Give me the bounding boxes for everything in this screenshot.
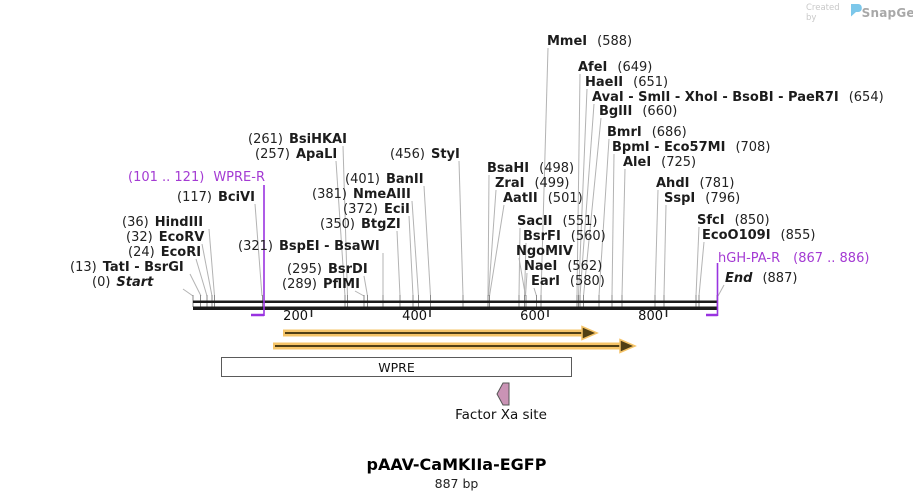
site-label-ecorv[interactable]: (32) EcoRV xyxy=(126,230,205,245)
map-backbone xyxy=(193,300,718,310)
site-label-bcivi[interactable]: (117) BciVI xyxy=(177,190,255,205)
site-label-hindiii[interactable]: (36) HindIII xyxy=(122,215,204,230)
site-label-start[interactable]: (0) Start xyxy=(92,275,154,290)
site-label-bspei-bsawi[interactable]: (321) BspEI - BsaWI xyxy=(238,239,380,254)
feature-wpre-label: WPRE xyxy=(378,359,415,375)
site-label-styi[interactable]: (456) StyI xyxy=(390,147,460,162)
site-label-tati-bsrgi[interactable]: (13) TatI - BsrGI xyxy=(70,260,184,275)
site-label-ecoo109i[interactable]: EcoO109I (855) xyxy=(702,228,816,243)
site-label-ahdi[interactable]: AhdI (781) xyxy=(656,176,735,191)
watermark: Created by SnapGene xyxy=(806,3,913,23)
snapgene-logo-icon xyxy=(851,4,862,17)
site-label-bpmi-eco57mi[interactable]: BpmI - Eco57MI (708) xyxy=(612,140,771,155)
site-label-bsrfi[interactable]: BsrFI (560) xyxy=(523,229,606,244)
axis-tick-400: 400 xyxy=(402,309,427,324)
site-label-zrai[interactable]: ZraI (499) xyxy=(495,176,570,191)
axis-tick-600: 600 xyxy=(520,309,545,324)
plasmid-size: 887 bp xyxy=(434,476,479,491)
primer-markers[interactable] xyxy=(251,185,719,317)
primer-label-wpre-r[interactable]: (101 .. 121) WPRE-R xyxy=(128,170,265,185)
site-label-bsahi[interactable]: BsaHI (498) xyxy=(487,161,575,176)
site-label-apali[interactable]: (257) ApaLI xyxy=(255,147,338,162)
sequencing-arrows[interactable] xyxy=(273,325,637,354)
site-label-sacii[interactable]: SacII (551) xyxy=(517,214,598,229)
site-label-sfci[interactable]: SfcI (850) xyxy=(697,213,770,228)
axis-ticks xyxy=(310,310,668,317)
site-label-bglii[interactable]: BglII (660) xyxy=(599,104,678,119)
site-label-afei[interactable]: AfeI (649) xyxy=(578,60,653,75)
feature-wpre[interactable]: WPRE xyxy=(221,357,572,377)
site-label-ngomiv[interactable]: NgoMIV xyxy=(516,244,573,259)
site-label-bmri[interactable]: BmrI (686) xyxy=(607,125,687,140)
site-label-naei[interactable]: NaeI (562) xyxy=(524,259,603,274)
site-label-aatii[interactable]: AatII (501) xyxy=(503,191,583,206)
site-label-pflmi[interactable]: (289) PflMI xyxy=(282,277,360,292)
site-label-alei[interactable]: AleI (725) xyxy=(623,155,697,170)
site-label-btgzi[interactable]: (350) BtgZI xyxy=(320,217,401,232)
site-label-banii[interactable]: (401) BanII xyxy=(345,172,424,187)
site-label-bsrdi[interactable]: (295) BsrDI xyxy=(287,262,368,277)
watermark-brand: SnapGene xyxy=(861,6,913,20)
axis-tick-800: 800 xyxy=(638,309,663,324)
axis-tick-200: 200 xyxy=(283,309,308,324)
site-label-end[interactable]: End (887) xyxy=(725,271,798,286)
leader-lines xyxy=(182,47,725,297)
site-label-nmeaiii[interactable]: (381) NmeAIII xyxy=(312,187,411,202)
site-label-ecii[interactable]: (372) EciI xyxy=(343,202,410,217)
site-label-mmei[interactable]: MmeI (588) xyxy=(547,34,633,49)
site-label-sspi[interactable]: SspI (796) xyxy=(664,191,741,206)
site-label-haeii[interactable]: HaeII (651) xyxy=(585,75,669,90)
site-label-avai-smli-xhoi-bsobi-paer7i[interactable]: AvaI - SmlI - XhoI - BsoBI - PaeR7I (654) xyxy=(592,90,884,105)
factor-xa-icon[interactable] xyxy=(496,382,510,406)
plasmid-title: pAAV-CaMKIIa-EGFP xyxy=(366,455,547,474)
site-label-ecori[interactable]: (24) EcoRI xyxy=(128,245,202,260)
site-label-eari[interactable]: EarI (580) xyxy=(531,274,605,289)
primer-label-hgh-pa-r[interactable]: hGH-PA-R (867 .. 886) xyxy=(718,251,870,266)
watermark-created-by: Created by xyxy=(806,3,840,23)
site-label-bsihkai[interactable]: (261) BsiHKAI xyxy=(248,132,347,147)
factor-xa-label: Factor Xa site xyxy=(455,407,547,423)
